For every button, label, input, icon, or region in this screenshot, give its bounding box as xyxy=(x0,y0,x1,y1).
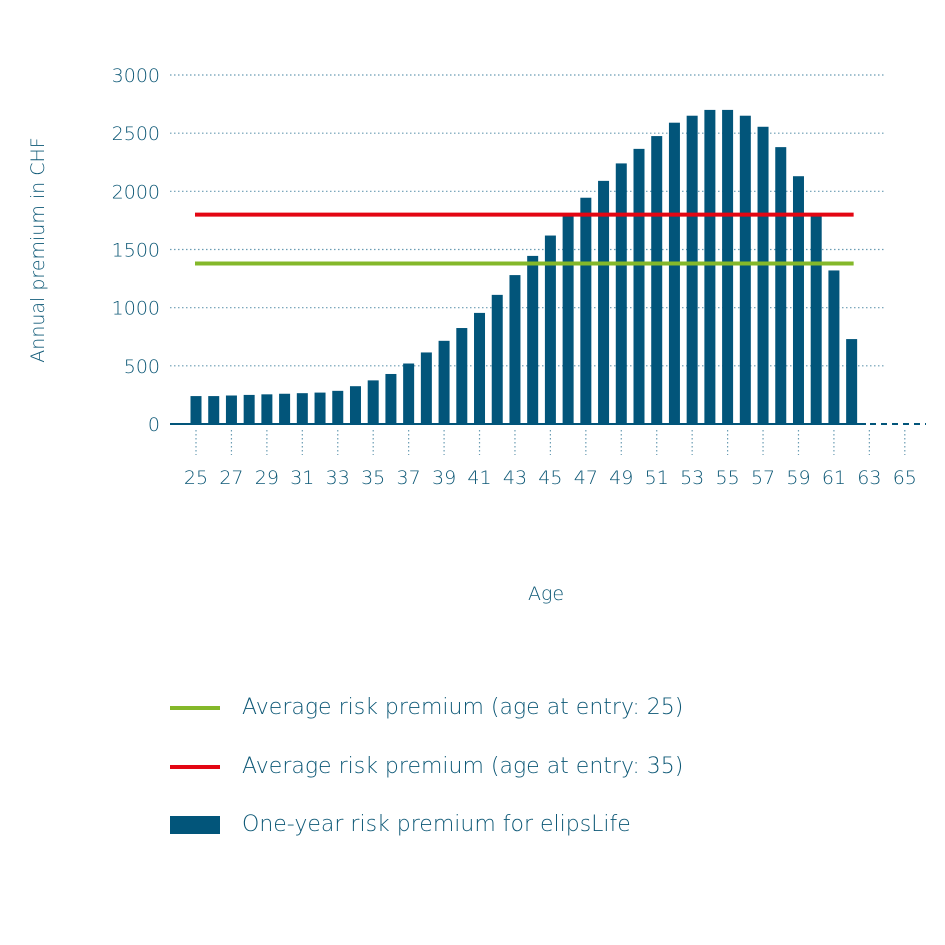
bar-age-52 xyxy=(668,122,680,425)
x-tick-label: 47 xyxy=(574,467,598,489)
x-tick-label: 65 xyxy=(893,467,917,489)
y-tick-label: 0 xyxy=(148,414,160,436)
x-tick-label: 25 xyxy=(184,467,208,489)
x-tick-label: 57 xyxy=(751,467,775,489)
bar-age-58 xyxy=(775,147,787,425)
bar-age-44 xyxy=(527,255,539,424)
bar-age-37 xyxy=(403,363,415,424)
bar-age-62 xyxy=(846,339,858,424)
legend-item-entry-25: Average risk premium (age at entry: 25) xyxy=(170,695,683,720)
x-tick-label: 63 xyxy=(857,467,881,489)
bar-age-50 xyxy=(633,148,645,424)
bar-age-51 xyxy=(651,136,663,424)
bar-age-38 xyxy=(420,352,432,424)
bar-age-48 xyxy=(598,180,610,424)
x-tick-label: 35 xyxy=(361,467,385,489)
bar-age-25 xyxy=(190,396,202,424)
bar-age-39 xyxy=(438,340,450,424)
x-tick-label: 31 xyxy=(290,467,314,489)
y-tick-label: 2500 xyxy=(112,123,160,145)
x-tick-label: 37 xyxy=(397,467,421,489)
x-tick-label: 51 xyxy=(645,467,669,489)
bar-age-47 xyxy=(580,197,592,424)
bar-age-43 xyxy=(509,275,521,424)
x-tick-label: 61 xyxy=(822,467,846,489)
bar-age-57 xyxy=(757,126,769,424)
x-tick-label: 45 xyxy=(538,467,562,489)
bar-age-60 xyxy=(810,215,822,424)
bar-age-30 xyxy=(279,393,291,424)
legend-label: Average risk premium (age at entry: 25) xyxy=(242,695,684,720)
x-tick-label: 43 xyxy=(503,467,527,489)
x-tick-label: 41 xyxy=(467,467,491,489)
bar-swatch xyxy=(170,815,220,834)
y-tick-label: 1000 xyxy=(112,298,160,320)
bar-age-26 xyxy=(208,396,220,424)
y-tick-label: 3000 xyxy=(112,65,160,87)
bar-age-31 xyxy=(296,393,308,424)
bars xyxy=(190,109,858,425)
bar-age-61 xyxy=(828,270,840,424)
legend-item-one-year: One-year risk premium for elipsLife xyxy=(170,812,631,837)
x-tick-label: 29 xyxy=(255,467,279,489)
y-axis-label: Annual premium in CHF xyxy=(27,137,49,362)
average-lines xyxy=(195,212,854,266)
bar-age-40 xyxy=(456,328,468,424)
axes: 0 500 1000 1500 2000 2500 3000 25 27 29 31 33 35 37 39… xyxy=(112,65,926,489)
x-tick-label: 55 xyxy=(716,467,740,489)
x-tick-label: 49 xyxy=(609,467,633,489)
bar-age-36 xyxy=(385,373,397,424)
x-tick-label: 53 xyxy=(680,467,704,489)
bar-age-33 xyxy=(332,390,344,424)
bar-age-42 xyxy=(491,294,503,424)
bar-age-45 xyxy=(544,235,556,424)
y-tick-label: 2000 xyxy=(112,181,160,203)
y-tick-label: 1500 xyxy=(112,240,160,262)
legend-item-entry-35: Average risk premium (age at entry: 35) xyxy=(170,754,683,779)
bar-age-54 xyxy=(704,109,716,425)
bar-age-27 xyxy=(225,395,237,424)
x-tick-label: 39 xyxy=(432,467,456,489)
bar-age-46 xyxy=(562,215,574,424)
bar-age-55 xyxy=(722,109,734,425)
x-tick-label: 59 xyxy=(786,467,810,489)
red-line-swatch xyxy=(170,764,220,769)
bar-age-32 xyxy=(314,392,326,424)
bar-age-53 xyxy=(686,115,698,424)
y-tick-label: 500 xyxy=(124,356,160,378)
x-tick-label: 27 xyxy=(219,467,243,489)
bar-age-35 xyxy=(367,380,379,424)
bar-age-49 xyxy=(615,163,627,424)
x-tick-label: 33 xyxy=(326,467,350,489)
bar-age-28 xyxy=(243,394,255,424)
bar-age-56 xyxy=(739,115,751,424)
green-line-swatch xyxy=(170,705,220,710)
x-axis-label: Age xyxy=(528,583,564,605)
legend-label: One-year risk premium for elipsLife xyxy=(242,812,631,837)
bar-age-29 xyxy=(261,394,273,424)
bar-age-34 xyxy=(349,386,361,424)
bar-age-59 xyxy=(792,176,804,424)
legend-label: Average risk premium (age at entry: 35) xyxy=(242,754,684,779)
bar-age-41 xyxy=(474,312,486,424)
